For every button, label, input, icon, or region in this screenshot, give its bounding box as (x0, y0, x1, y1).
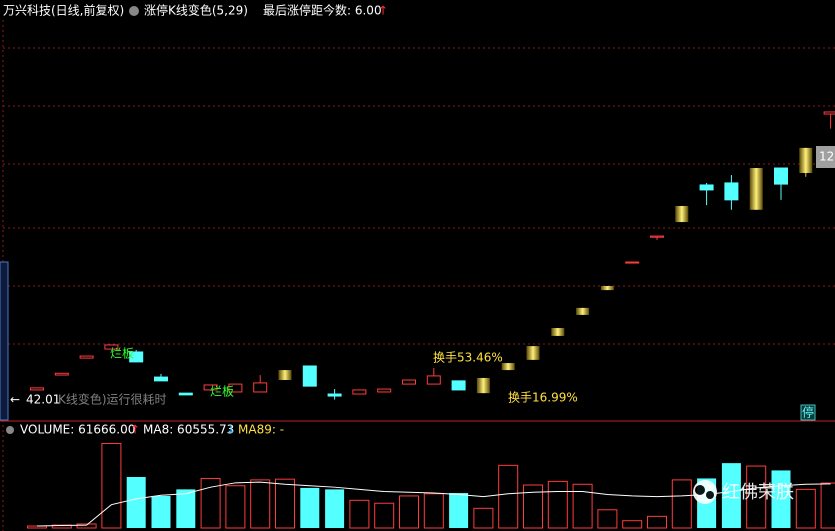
ma8-label: MA8: 60555.73 (143, 423, 234, 437)
down-arrow: ↓ (226, 423, 236, 437)
volume-bar (523, 484, 543, 529)
price-tag-box (816, 146, 835, 168)
volume-bar (151, 495, 171, 528)
volume-bars (27, 442, 835, 529)
annotation: 烂板 (110, 347, 134, 361)
volume-bar (423, 493, 444, 529)
volume-bar (101, 442, 122, 529)
menu-icon[interactable] (6, 426, 14, 434)
annotation: 换手53.46% (433, 351, 503, 365)
candle-body (551, 328, 565, 336)
volume-bar (275, 478, 295, 529)
candle-body (650, 235, 664, 238)
volume-bar (76, 523, 97, 529)
candle-body (426, 375, 441, 385)
candle-body (526, 346, 540, 360)
volume-bar (349, 499, 370, 529)
volume-bar (597, 509, 618, 529)
volume-bar (547, 480, 568, 529)
candle-body (30, 387, 44, 391)
candle-body (54, 372, 69, 376)
candle-body (675, 205, 689, 223)
candle-body (327, 393, 342, 397)
volume-bar (449, 493, 469, 528)
candle-body (600, 285, 614, 291)
halt-box[interactable] (800, 404, 816, 421)
candle-body (154, 376, 168, 382)
side-widget (0, 261, 9, 421)
volume-bar (176, 489, 196, 528)
volume-bar (473, 507, 494, 529)
candle-body (476, 377, 490, 394)
candle-body (576, 307, 590, 315)
candle-body (799, 147, 813, 173)
candle-body (228, 383, 243, 393)
volume-bar (721, 463, 741, 528)
price-tag: 12 (819, 150, 834, 164)
volume-bar (647, 515, 667, 529)
low-label: 42.01 (26, 393, 60, 407)
candle-body (402, 379, 416, 385)
status-note: K线变色)运行很耗时 (58, 392, 167, 407)
halt-tag[interactable]: 停 (802, 405, 814, 420)
menu-icon[interactable] (129, 6, 139, 16)
volume-bar (325, 489, 345, 528)
volume-bar (795, 488, 816, 529)
volume-label: VOLUME: 61666.00 (20, 423, 135, 437)
volume-bar (250, 479, 271, 529)
candle-body (178, 392, 193, 396)
candle-body (625, 261, 640, 264)
volume-bar (498, 464, 519, 529)
candle-body (352, 389, 367, 395)
low-arrow: ← (10, 393, 20, 407)
watermark: 红佛荣朕 (693, 480, 794, 504)
volume-bar (225, 485, 246, 529)
volume-bar (746, 465, 767, 529)
candle-body (823, 111, 835, 115)
title: 万兴科技(日线,前复权) (3, 3, 124, 18)
volume-bar (622, 520, 643, 529)
annotation: 换手16.99% (508, 391, 578, 405)
watermark-text: 红佛荣朕 (722, 482, 794, 503)
volume-bar (200, 477, 221, 529)
candle-body (774, 167, 788, 185)
candle-body (724, 182, 739, 201)
volume-bar (399, 495, 419, 529)
volume-bar (300, 487, 320, 528)
candles (30, 111, 835, 400)
volume-bar (671, 479, 692, 529)
up-arrow: ↑ (130, 423, 140, 437)
volume-bar (771, 470, 791, 528)
candle-body (302, 365, 317, 387)
candle-body (699, 184, 714, 191)
candle-body (377, 388, 392, 393)
volume-bar (820, 482, 835, 529)
candle-body (104, 344, 119, 350)
annotation: 烂板 (210, 385, 234, 399)
ma89-label: MA89: - (238, 423, 284, 437)
candle-body (129, 351, 144, 363)
candle-body (278, 370, 292, 380)
volume-bar (374, 502, 395, 529)
volume-bar (572, 483, 593, 529)
candle-body (749, 168, 763, 210)
candle-body (451, 380, 466, 391)
last-limit: 最后涨停距今数: 6.00 (263, 3, 382, 18)
candle-body (79, 355, 94, 359)
up-arrow: ↑ (378, 4, 388, 18)
candle-body (253, 382, 268, 393)
candle-body (501, 363, 515, 371)
candle-body (203, 384, 218, 391)
volume-bar (126, 476, 146, 528)
indicator-name: 涨停K线变色(5,29) (144, 3, 248, 18)
